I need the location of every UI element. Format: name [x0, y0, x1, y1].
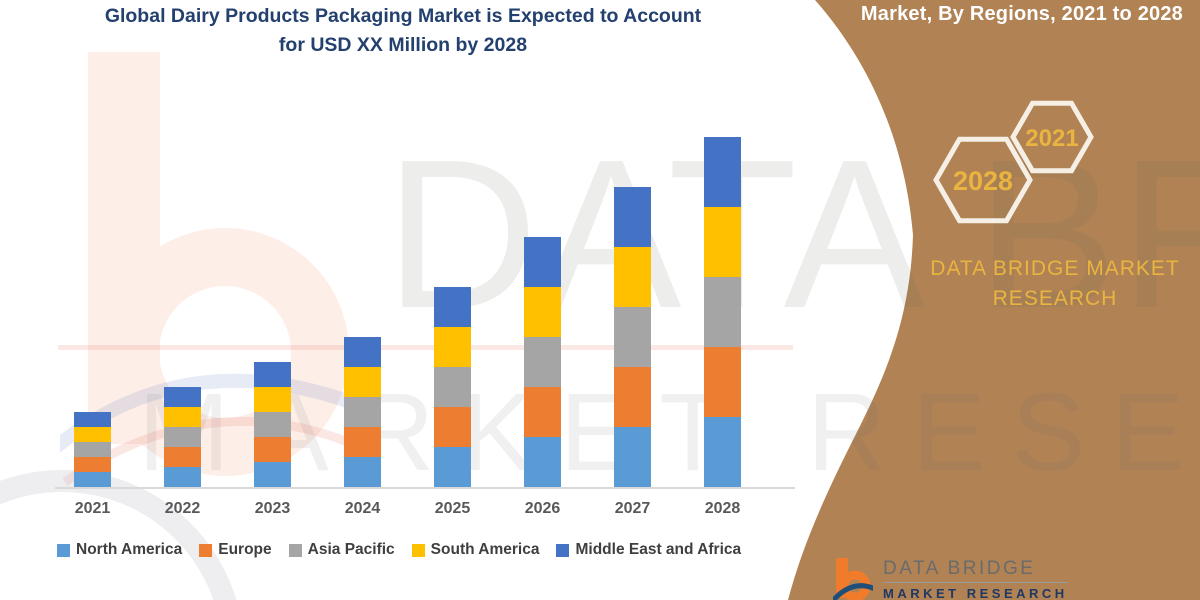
data-bridge-logo-icon	[833, 558, 873, 600]
legend-item-europe: Europe	[199, 541, 272, 559]
bar-2024	[344, 337, 381, 487]
bar-segment-europe	[434, 407, 471, 447]
bar-segment-europe	[614, 367, 651, 427]
legend-label: North America	[76, 541, 183, 558]
bar-segment-asia-pacific	[614, 307, 651, 367]
bar-segment-middle-east-and-africa	[254, 362, 291, 387]
brand-line2: RESEARCH	[992, 287, 1118, 311]
bar-segment-middle-east-and-africa	[164, 387, 201, 407]
bar-2023	[254, 362, 291, 487]
chart-title-line2: for USD XX Million by 2028	[278, 34, 528, 57]
legend-swatch	[411, 543, 425, 557]
bar-segment-north-america	[74, 472, 111, 487]
bar-2025	[434, 287, 471, 487]
bar-segment-middle-east-and-africa	[704, 137, 741, 207]
chart-title: Global Dairy Products Packaging Market i…	[58, 2, 748, 61]
bar-segment-europe	[344, 427, 381, 457]
footer-wordmark: DATA BRIDGE	[883, 558, 1068, 583]
legend-label: Europe	[218, 541, 272, 558]
bar-segment-south-america	[614, 247, 651, 307]
bar-segment-europe	[524, 387, 561, 437]
x-axis-label: 2027	[614, 500, 651, 517]
hexagon-2028	[933, 136, 1033, 224]
hexagon-2021-year: 2021	[1025, 125, 1078, 152]
legend-label: Asia Pacific	[307, 541, 395, 558]
hexagon-2028-year: 2028	[953, 166, 1013, 196]
bar-segment-europe	[74, 457, 111, 472]
bar-2027	[614, 187, 651, 487]
legend-label: Middle East and Africa	[575, 541, 742, 558]
bar-segment-asia-pacific	[164, 427, 201, 447]
bar-segment-south-america	[254, 387, 291, 412]
x-axis-label: 2022	[164, 500, 201, 517]
x-axis-label: 2021	[74, 500, 111, 517]
bar-segment-middle-east-and-africa	[524, 237, 561, 287]
bar-segment-north-america	[434, 447, 471, 487]
bar-segment-asia-pacific	[74, 442, 111, 457]
bar-segment-europe	[254, 437, 291, 462]
hexagon-2021	[1010, 100, 1094, 174]
bar-segment-asia-pacific	[704, 277, 741, 347]
bar-segment-asia-pacific	[434, 367, 471, 407]
legend-swatch	[57, 543, 70, 557]
x-axis-label: 2026	[524, 500, 561, 517]
bar-segment-asia-pacific	[524, 337, 561, 387]
x-axis-labels: 2021 2022 2023 2024 2025 2026 2027 2028	[0, 500, 800, 522]
bar-segment-north-america	[614, 427, 651, 487]
bar-2026	[524, 237, 561, 487]
bar-segment-middle-east-and-africa	[344, 337, 381, 367]
bar-2021	[74, 412, 111, 487]
legend-label: South America	[430, 541, 540, 558]
bar-segment-asia-pacific	[344, 397, 381, 427]
bar-segment-north-america	[344, 457, 381, 487]
bar-segment-north-america	[704, 417, 741, 487]
right-panel-shape	[788, 0, 1200, 600]
bar-segment-north-america	[254, 462, 291, 487]
x-axis-label: 2025	[434, 500, 471, 517]
legend-swatch	[556, 543, 570, 557]
legend-swatch	[199, 543, 213, 557]
bar-segment-south-america	[434, 327, 471, 367]
x-axis-label: 2028	[704, 500, 741, 517]
legend-item-middle-east-and-africa: Middle East and Africa	[556, 541, 741, 559]
hexagon-badges: 2028 2021	[933, 100, 1094, 224]
bar-segment-asia-pacific	[254, 412, 291, 437]
chart-title-line1: Global Dairy Products Packaging Market i…	[104, 5, 702, 27]
bar-segment-north-america	[164, 467, 201, 487]
bar-segment-middle-east-and-africa	[614, 187, 651, 247]
bar-segment-south-america	[164, 407, 201, 427]
bar-segment-south-america	[704, 207, 741, 277]
bar-segment-middle-east-and-africa	[434, 287, 471, 327]
legend-item-north-america: North America	[57, 541, 182, 559]
legend-swatch	[288, 543, 302, 557]
chart-legend: North America Europe Asia Pacific South Ame…	[57, 541, 741, 559]
footer-logo: DATA BRIDGE MARKET RESEARCH	[833, 558, 1068, 600]
decorative-pink-line	[58, 345, 793, 350]
bar-segment-south-america	[74, 427, 111, 442]
brand-text: DATA BRIDGE MARKET RESEARCH	[905, 254, 1200, 315]
bar-segment-north-america	[524, 437, 561, 487]
panel-heading: Market, By Regions, 2021 to 2028	[860, 3, 1183, 25]
bar-2022	[164, 387, 201, 487]
text-watermark-line2: MARKET RESEARCH	[138, 371, 1200, 494]
bar-segment-south-america	[344, 367, 381, 397]
legend-item-asia-pacific: Asia Pacific	[288, 541, 395, 559]
x-axis-label: 2024	[344, 500, 381, 517]
bar-segment-europe	[164, 447, 201, 467]
x-axis-label: 2023	[254, 500, 291, 517]
footer-logo-text: DATA BRIDGE MARKET RESEARCH	[883, 558, 1068, 600]
chart-plot	[55, 130, 795, 489]
bar-segment-middle-east-and-africa	[74, 412, 111, 427]
bar-2028	[704, 137, 741, 487]
bar-segment-europe	[704, 347, 741, 417]
footer-subtext: MARKET RESEARCH	[883, 586, 1068, 600]
legend-item-south-america: South America	[411, 541, 540, 559]
bar-segment-south-america	[524, 287, 561, 337]
brand-line1: DATA BRIDGE MARKET	[930, 257, 1180, 280]
